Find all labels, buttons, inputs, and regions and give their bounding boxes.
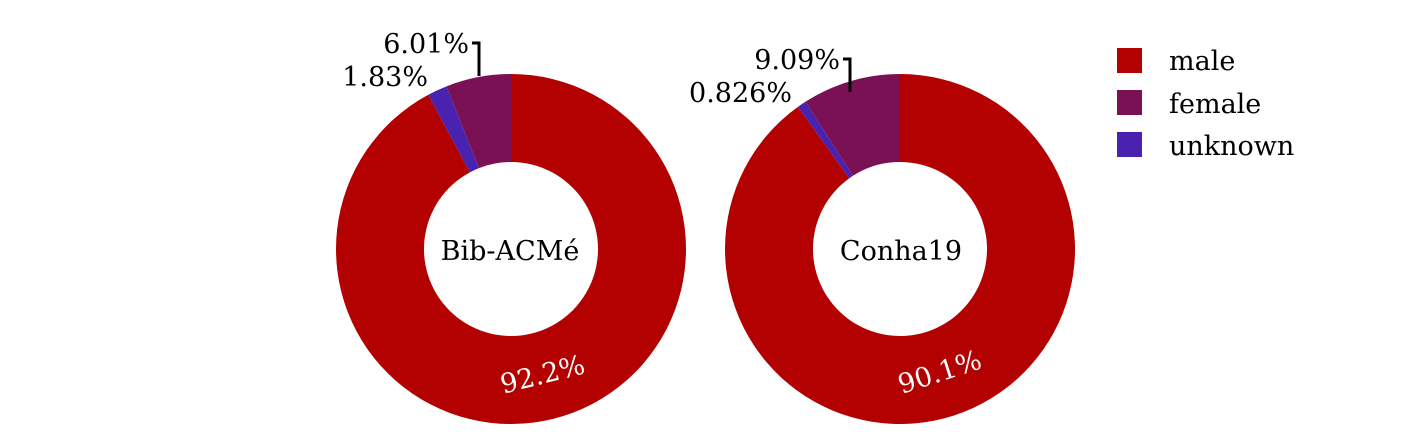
donut-chart-conha19: Conha19 90.1%9.09%0.826% <box>689 45 1075 424</box>
legend-label: male <box>1169 46 1235 77</box>
leader-line-female <box>472 41 481 76</box>
value-label-female: 6.01% <box>383 29 469 60</box>
center-label: Conha19 <box>840 236 962 267</box>
value-label-female: 9.09% <box>754 45 840 76</box>
donut-chart-bib-acme: Bib-ACMé 92.2%6.01%1.83% <box>335 29 686 424</box>
legend-label: female <box>1169 89 1261 120</box>
legend-label: unknown <box>1169 131 1294 162</box>
pie-slice-unknown <box>428 86 479 173</box>
value-label-unknown: 1.83% <box>342 62 428 93</box>
pie-slice-female <box>805 74 900 176</box>
center-label: Bib-ACMé <box>441 236 580 267</box>
pie-slice-male <box>724 74 1075 424</box>
legend: male female unknown <box>1117 46 1294 162</box>
legend-item-unknown: unknown <box>1117 131 1294 162</box>
legend-item-male: male <box>1117 46 1235 77</box>
legend-swatch-unknown <box>1117 132 1142 157</box>
legend-swatch-female <box>1117 90 1142 115</box>
pie-slice-unknown <box>797 101 853 179</box>
legend-item-female: female <box>1117 89 1261 120</box>
pie-slice-female <box>446 74 511 169</box>
leader-line-female <box>843 57 852 92</box>
value-label-unknown: 0.826% <box>689 78 792 109</box>
pie-slice-male <box>335 74 686 424</box>
legend-swatch-male <box>1117 48 1142 73</box>
